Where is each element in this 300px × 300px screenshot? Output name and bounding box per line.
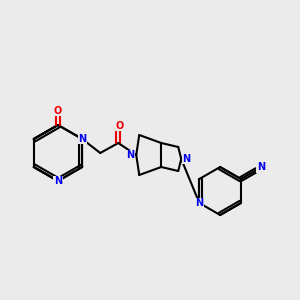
Text: N: N: [54, 176, 62, 186]
Text: O: O: [115, 121, 123, 131]
Text: N: N: [195, 198, 203, 208]
Text: N: N: [182, 154, 190, 164]
Text: N: N: [78, 134, 86, 144]
Text: N: N: [126, 150, 134, 160]
Text: N: N: [257, 163, 265, 172]
Text: O: O: [54, 106, 62, 116]
